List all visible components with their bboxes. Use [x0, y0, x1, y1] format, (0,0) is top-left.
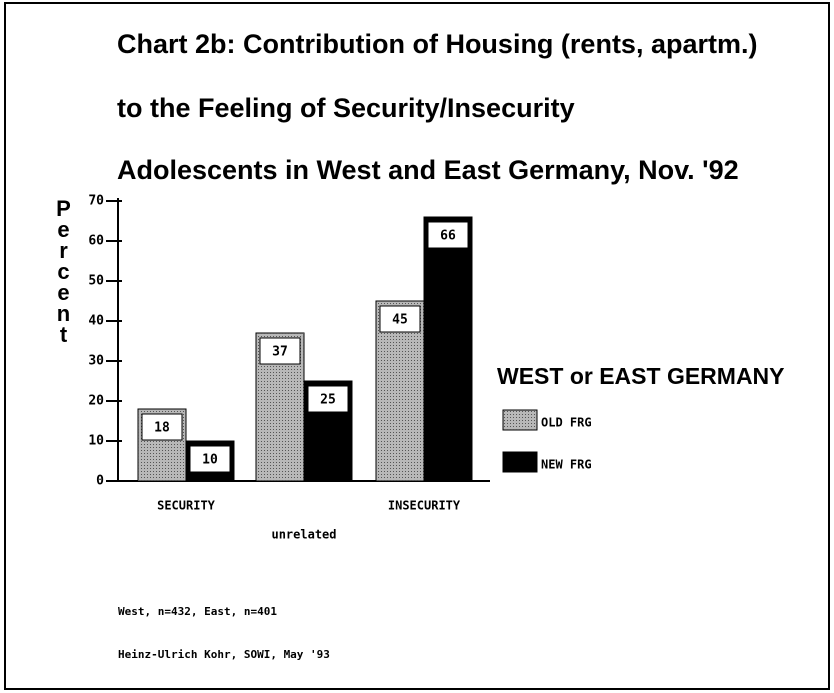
chart-title: to the Feeling of Security/Insecurity: [117, 93, 575, 123]
label-box: [189, 445, 231, 473]
y-tick-label: 30: [88, 354, 104, 369]
label-box: [427, 221, 469, 249]
value-label: 10: [202, 453, 218, 468]
y-tick-label: 60: [88, 234, 104, 249]
label-box: [259, 337, 301, 365]
note: Heinz-Ulrich Kohr, SOWI, May '93: [118, 648, 330, 661]
y-axis-label: Percent: [51, 196, 76, 343]
x-tick-label: unrelated: [271, 528, 336, 542]
y-tick-label: 20: [88, 394, 104, 409]
legend-swatch: [502, 451, 538, 473]
frame: [4, 2, 830, 690]
y-tick-label: 50: [88, 274, 104, 289]
legend-texture: [503, 410, 537, 430]
legend-title: WEST or EAST GERMANY: [497, 363, 785, 389]
label-box: [141, 413, 183, 441]
x-tick-label: INSECURITY: [388, 499, 461, 513]
label-box: [379, 305, 421, 333]
value-label: 66: [440, 229, 456, 244]
value-label: 18: [154, 421, 170, 436]
x-tick-label: SECURITY: [157, 499, 216, 513]
value-label: 25: [320, 393, 336, 408]
chart-title: Adolescents in West and East Germany, No…: [117, 155, 739, 185]
value-label: 45: [392, 313, 408, 328]
legend-label: OLD FRG: [541, 416, 592, 430]
y-tick-label: 0: [96, 474, 104, 489]
bar: [423, 216, 473, 482]
y-tick-label: 70: [88, 194, 104, 209]
y-tick-label: 10: [88, 434, 104, 449]
chart-title: Chart 2b: Contribution of Housing (rents…: [117, 29, 757, 59]
label-box: [307, 385, 349, 413]
note: West, n=432, East, n=401: [118, 605, 277, 618]
y-tick-label: 40: [88, 314, 104, 329]
legend-label: NEW FRG: [541, 458, 592, 472]
value-label: 37: [272, 345, 288, 360]
